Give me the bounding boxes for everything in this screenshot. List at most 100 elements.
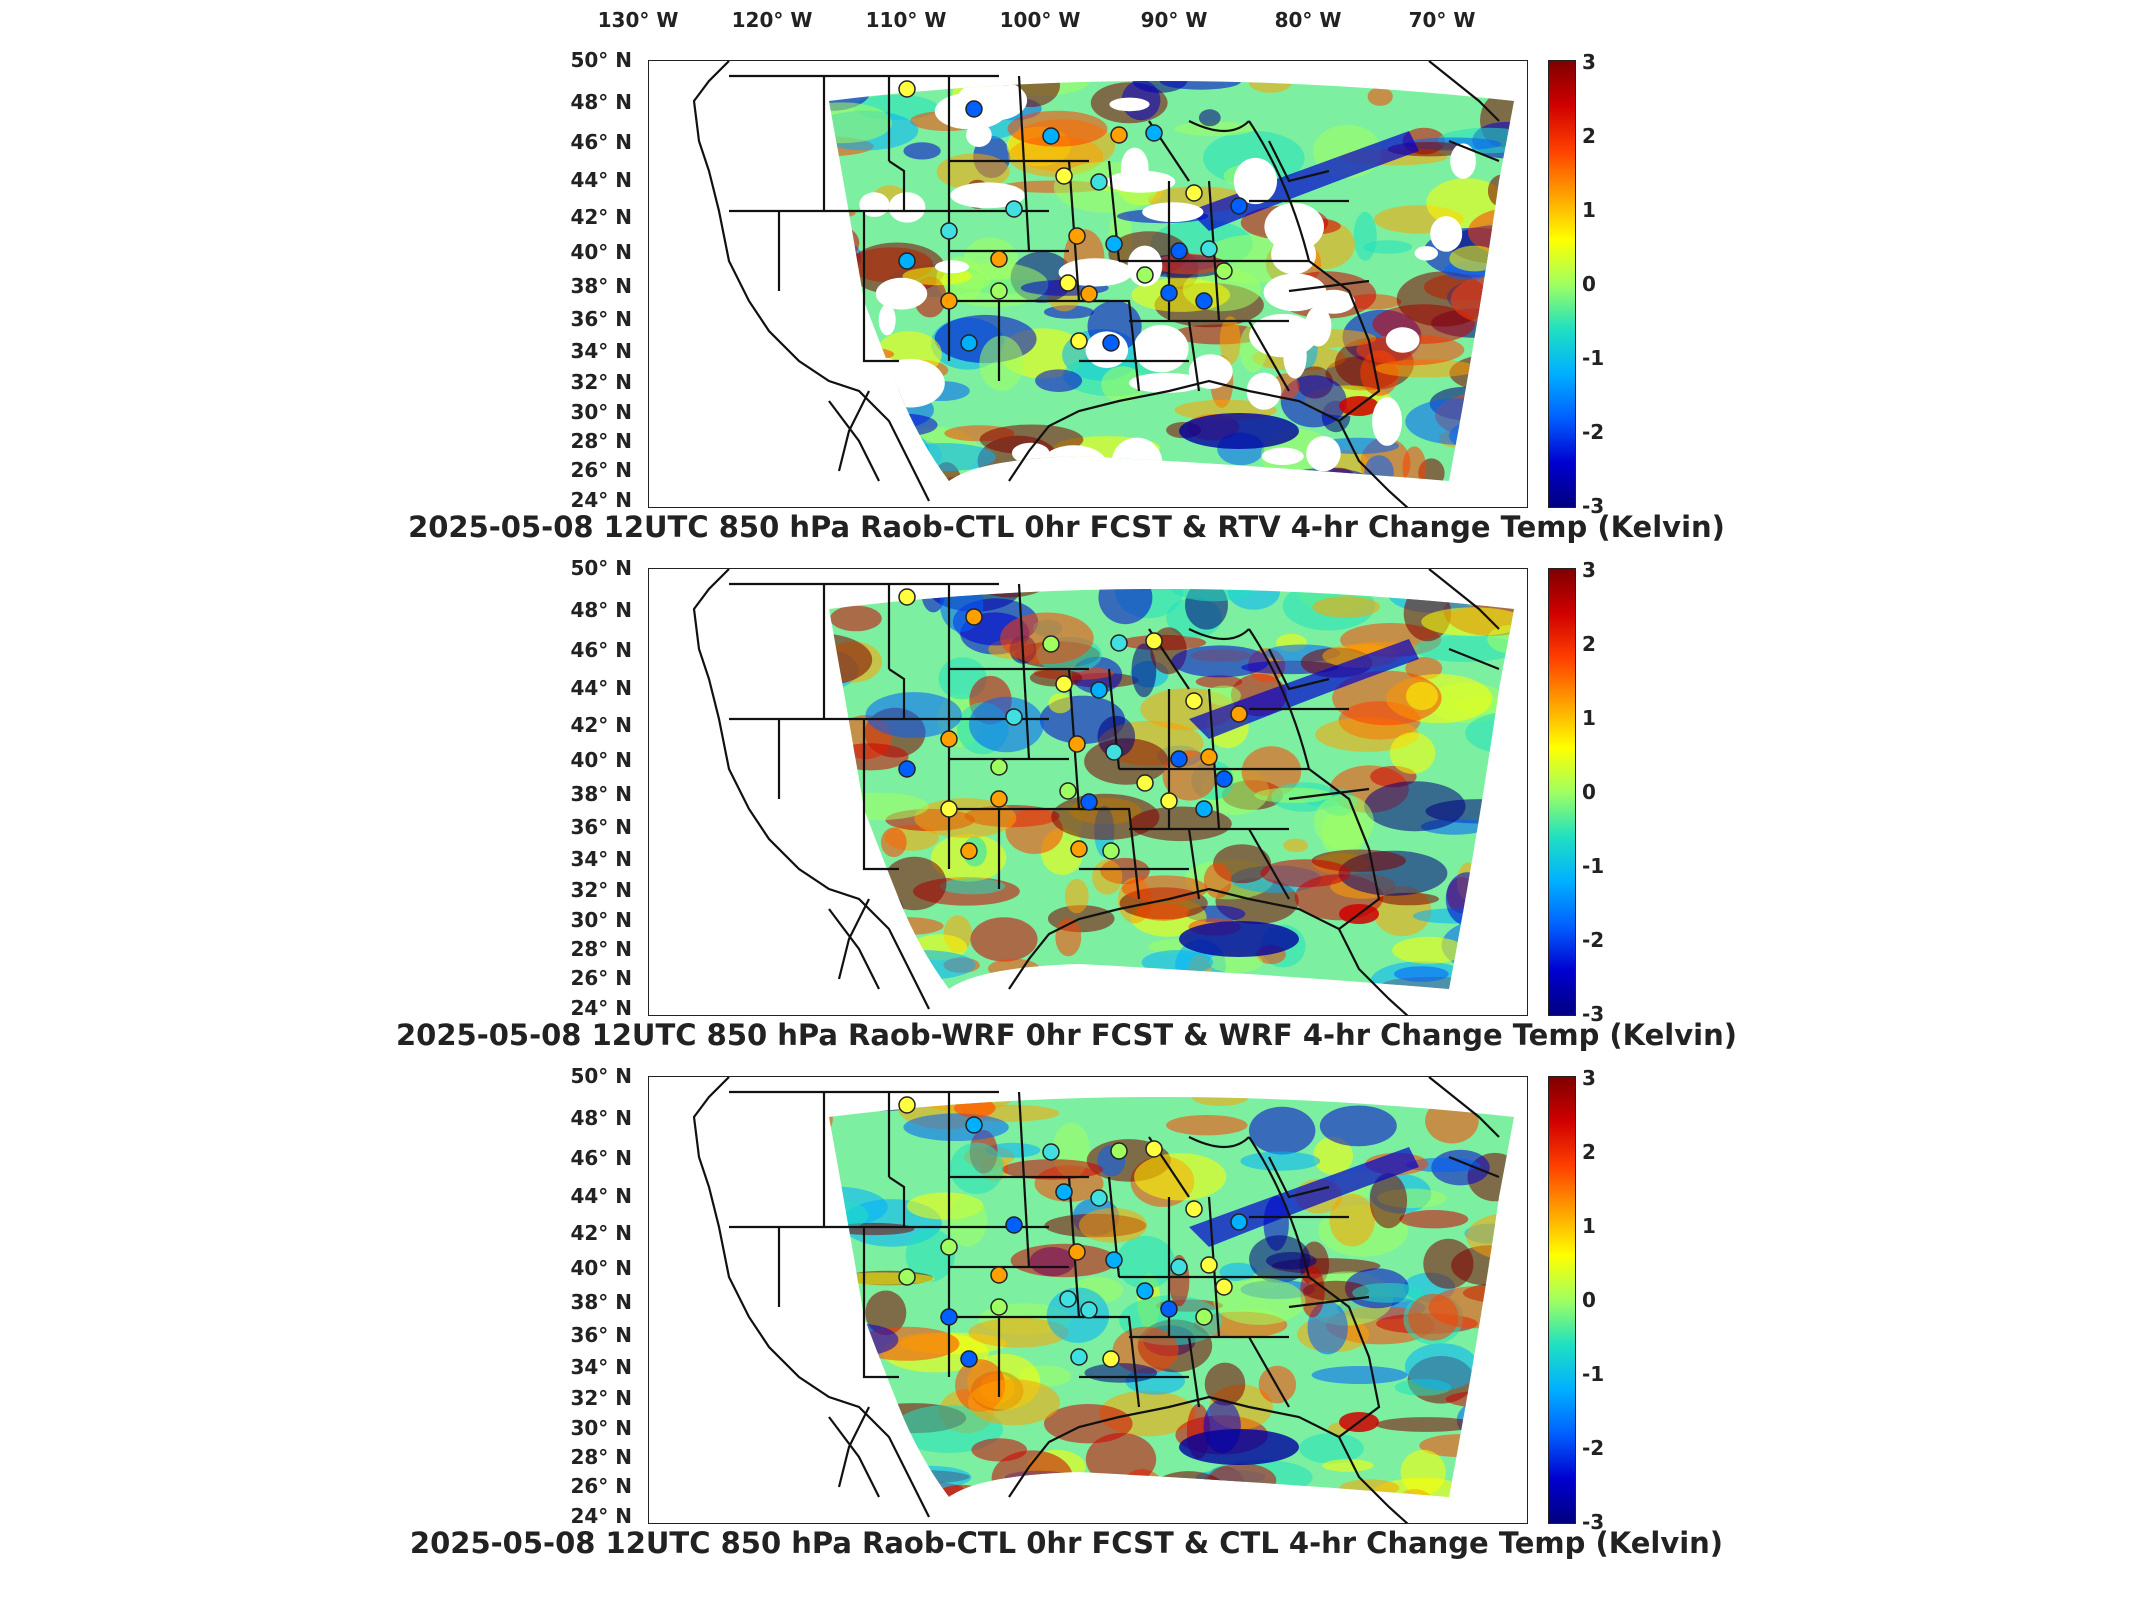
colorbar-tick: 0 — [1582, 272, 1596, 296]
raob-station-marker — [1080, 285, 1098, 303]
raob-station-marker — [1080, 1301, 1098, 1319]
colorbar-tick: -3 — [1582, 494, 1605, 518]
raob-station-marker — [940, 800, 958, 818]
raob-station-marker — [990, 1298, 1008, 1316]
raob-station-marker — [1160, 284, 1178, 302]
raob-station-marker — [1055, 167, 1073, 185]
raob-station-marker — [898, 80, 916, 98]
lat-tick: 50° N — [570, 556, 632, 580]
raob-station-marker — [898, 1096, 916, 1114]
raob-station-marker — [1068, 735, 1086, 753]
raob-station-marker — [1105, 1251, 1123, 1269]
raob-station-marker — [1145, 1140, 1163, 1158]
colorbar-tick: 0 — [1582, 780, 1596, 804]
lat-tick: 46° N — [570, 638, 632, 662]
colorbar-tick: -1 — [1582, 346, 1605, 370]
panel-title: 2025-05-08 12UTC 850 hPa Raob-CTL 0hr FC… — [409, 1526, 1724, 1560]
lat-tick: 38° N — [570, 274, 632, 298]
raob-station-marker — [1195, 1308, 1213, 1326]
lat-tick: 26° N — [570, 1474, 632, 1498]
raob-station-marker — [1102, 842, 1120, 860]
raob-station-marker — [1185, 692, 1203, 710]
lat-tick: 44° N — [570, 676, 632, 700]
colorbar-tick: -2 — [1582, 928, 1605, 952]
raob-station-marker — [1215, 770, 1233, 788]
raob-station-marker — [1215, 1278, 1233, 1296]
lon-tick: 110° W — [865, 8, 947, 32]
raob-station-marker — [960, 1350, 978, 1368]
temperature-change-field — [829, 81, 1514, 481]
raob-station-marker — [1145, 124, 1163, 142]
lat-tick: 32° N — [570, 1386, 632, 1410]
raob-station-marker — [1170, 750, 1188, 768]
map-frame — [648, 1076, 1528, 1524]
raob-station-marker — [965, 608, 983, 626]
lat-tick: 36° N — [570, 815, 632, 839]
lat-tick: 44° N — [570, 1184, 632, 1208]
lat-tick: 46° N — [570, 130, 632, 154]
lon-tick: 120° W — [731, 8, 813, 32]
raob-station-marker — [1200, 240, 1218, 258]
lat-tick: 24° N — [570, 1504, 632, 1528]
lat-tick: 24° N — [570, 488, 632, 512]
colorbar-tick: 3 — [1582, 558, 1596, 582]
raob-station-marker — [965, 1116, 983, 1134]
lat-tick: 50° N — [570, 1064, 632, 1088]
lat-tick: 34° N — [570, 1355, 632, 1379]
lat-tick: 30° N — [570, 1416, 632, 1440]
raob-station-marker — [1160, 1300, 1178, 1318]
colorbar — [1548, 60, 1576, 508]
raob-stations — [898, 80, 1248, 352]
raob-station-marker — [1059, 1290, 1077, 1308]
map-panel-2: 50° N 48° N 46° N 44° N 42° N 40° N 38° N 36° N… — [0, 556, 2133, 1078]
raob-station-marker — [898, 760, 916, 778]
colorbar — [1548, 568, 1576, 1016]
raob-station-marker — [1005, 1216, 1023, 1234]
raob-station-marker — [1090, 173, 1108, 191]
raob-station-marker — [1070, 332, 1088, 350]
lat-tick: 28° N — [570, 429, 632, 453]
lat-tick: 26° N — [570, 966, 632, 990]
raob-station-marker — [1068, 227, 1086, 245]
raob-station-marker — [1105, 235, 1123, 253]
lat-tick: 34° N — [570, 847, 632, 871]
boundary-lines — [692, 569, 1500, 1015]
map-frame — [648, 60, 1528, 508]
raob-station-marker — [1145, 632, 1163, 650]
lat-tick: 30° N — [570, 400, 632, 424]
raob-station-marker — [1068, 1243, 1086, 1261]
lat-tick: 40° N — [570, 240, 632, 264]
lat-tick: 42° N — [570, 1221, 632, 1245]
temperature-change-field — [829, 589, 1514, 989]
raob-station-marker — [1005, 708, 1023, 726]
raob-station-marker — [1185, 184, 1203, 202]
raob-station-marker — [1070, 1348, 1088, 1366]
raob-station-marker — [940, 1308, 958, 1326]
lat-tick: 30° N — [570, 908, 632, 932]
panel-title: 2025-05-08 12UTC 850 hPa Raob-CTL 0hr FC… — [408, 510, 1725, 544]
colorbar-tick: 2 — [1582, 632, 1596, 656]
lat-tick: 42° N — [570, 713, 632, 737]
lat-tick: 26° N — [570, 458, 632, 482]
raob-station-marker — [1110, 1142, 1128, 1160]
raob-station-marker — [1230, 1213, 1248, 1231]
lat-tick: 40° N — [570, 1256, 632, 1280]
raob-station-marker — [898, 1268, 916, 1286]
colorbar-tick: -2 — [1582, 420, 1605, 444]
raob-station-marker — [1059, 274, 1077, 292]
colorbar-tick: -1 — [1582, 1362, 1605, 1386]
raob-station-marker — [1102, 1350, 1120, 1368]
raob-station-marker — [940, 292, 958, 310]
raob-station-marker — [965, 100, 983, 118]
raob-station-marker — [1090, 1189, 1108, 1207]
lat-tick: 34° N — [570, 339, 632, 363]
raob-station-marker — [1070, 840, 1088, 858]
lon-tick: 100° W — [999, 8, 1081, 32]
lat-tick: 32° N — [570, 370, 632, 394]
temperature-change-field — [829, 1097, 1514, 1497]
raob-station-marker — [1059, 782, 1077, 800]
lat-tick: 38° N — [570, 782, 632, 806]
lon-tick: 70° W — [1408, 8, 1476, 32]
raob-station-marker — [990, 758, 1008, 776]
lat-tick: 50° N — [570, 48, 632, 72]
